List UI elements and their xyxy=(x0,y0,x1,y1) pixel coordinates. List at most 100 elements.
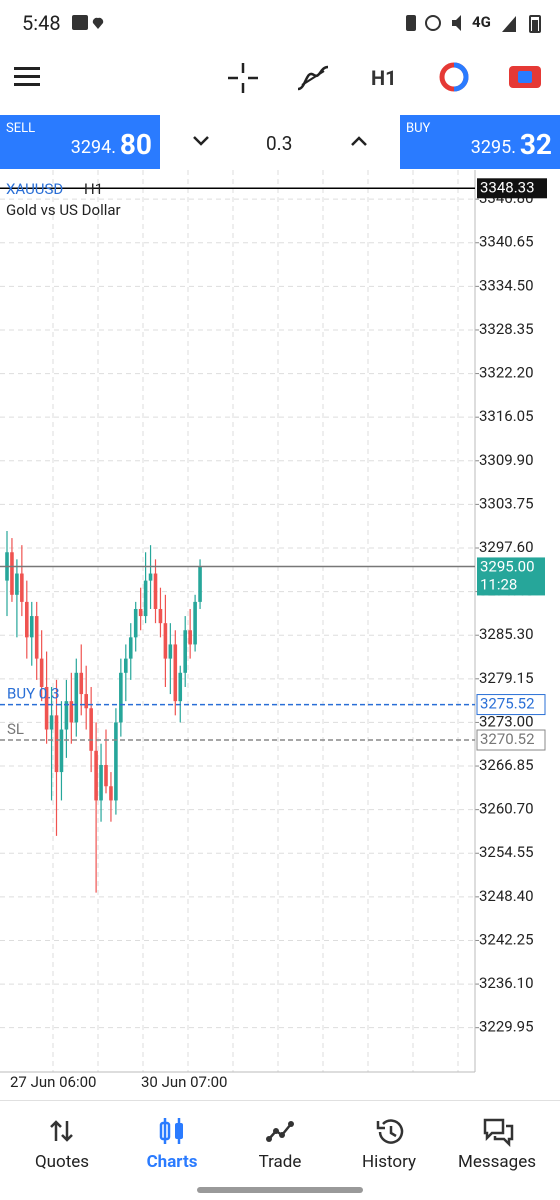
price-chart: 3346.803340.653334.503328.353322.203316.… xyxy=(0,170,560,1095)
nav-label: Trade xyxy=(258,1152,302,1172)
y-tick-label: 3285.30 xyxy=(479,625,534,643)
y-tick-label: 3309.90 xyxy=(479,451,534,469)
crosshair-button[interactable] xyxy=(228,63,258,93)
home-indicator xyxy=(197,1187,363,1193)
candle-body xyxy=(119,672,123,723)
y-tick-label: 3260.70 xyxy=(479,800,534,818)
candle-body xyxy=(64,701,69,730)
candle-body xyxy=(10,552,14,595)
y-tick-label: 3273.00 xyxy=(479,712,534,730)
signal-battery xyxy=(502,15,541,33)
timeframe: H1 xyxy=(84,180,103,198)
candle-body xyxy=(183,630,187,673)
candle-body xyxy=(34,616,39,659)
buy-button[interactable]: BUY 3295. 32 xyxy=(400,115,560,169)
sl-label: SL xyxy=(7,720,24,738)
candle-body xyxy=(148,573,153,581)
trade-button[interactable] xyxy=(438,61,470,93)
buy-price: 3295. xyxy=(470,137,516,158)
candle-body xyxy=(69,701,74,723)
nav-label: Quotes xyxy=(34,1152,90,1172)
nav-tab[interactable]: Charts xyxy=(116,1101,228,1186)
candle-body xyxy=(25,601,29,638)
candle-body xyxy=(124,658,128,673)
candle-body xyxy=(39,658,44,687)
candle-body xyxy=(128,637,133,659)
candle-body xyxy=(158,608,163,624)
account-button[interactable] xyxy=(508,63,542,91)
y-tick-label: 3303.75 xyxy=(479,494,534,512)
candle-body xyxy=(188,630,192,645)
candle-body xyxy=(168,644,173,659)
candle-body xyxy=(49,715,54,730)
y-tick-label: 3334.50 xyxy=(479,276,534,294)
symbol: XAUUSD xyxy=(6,180,63,198)
nav-label: History xyxy=(361,1152,417,1172)
description: Gold vs US Dollar xyxy=(6,201,121,219)
nav-label: Charts xyxy=(146,1152,198,1172)
y-tick-label: 3266.85 xyxy=(479,756,534,774)
candle-body xyxy=(143,580,148,617)
toolbar: H1 xyxy=(0,45,560,110)
candle-body xyxy=(15,573,19,595)
nav-tab[interactable]: Messages xyxy=(441,1101,553,1186)
y-tick-label: 3316.05 xyxy=(479,407,534,425)
bid-label: 3295.00 xyxy=(480,557,535,575)
sell-label: SELL xyxy=(6,121,36,136)
high-label-box xyxy=(477,178,547,199)
candle-body xyxy=(29,616,34,638)
y-tick-label: 3236.10 xyxy=(479,974,534,992)
candle-body xyxy=(138,608,143,617)
candle-body xyxy=(133,608,138,638)
indicators-button[interactable] xyxy=(296,63,330,93)
y-tick-label: 3297.60 xyxy=(479,538,534,556)
x-tick-label: 27 Jun 06:00 xyxy=(10,1073,96,1091)
timeframe-button[interactable]: H1 xyxy=(371,66,397,90)
candle-body xyxy=(20,573,24,602)
chart-background xyxy=(0,170,560,1095)
candle-body xyxy=(178,672,183,702)
candle-body xyxy=(104,764,108,787)
bid-label-box xyxy=(477,557,545,596)
volume: 0.3 xyxy=(266,132,293,155)
y-tick-label: 3322.20 xyxy=(479,364,534,382)
candle-body xyxy=(59,729,64,773)
candle-body xyxy=(74,672,79,723)
candle-body xyxy=(79,672,84,695)
position-price: 3275.52 xyxy=(480,695,535,713)
buy-price-big: 32 xyxy=(519,128,552,161)
sell-button[interactable]: SELL 3294. 80 xyxy=(0,115,160,169)
status-icons xyxy=(406,15,461,31)
nav-tab[interactable]: History xyxy=(333,1101,445,1186)
sl-label-box xyxy=(476,729,546,751)
buy-label: BUY xyxy=(406,121,431,136)
nav-tab[interactable]: Trade xyxy=(224,1101,336,1186)
position-label: BUY 0.3 xyxy=(7,685,60,703)
candle-body xyxy=(89,708,93,751)
candle-body xyxy=(173,644,178,702)
candle-body xyxy=(99,764,103,801)
candle-body xyxy=(114,722,118,801)
network: 4G xyxy=(472,13,491,31)
trade-panel: SELL 3294. 80 0.3 BUY 3295. 32 xyxy=(0,115,560,169)
y-tick-label: 3340.65 xyxy=(479,233,534,251)
candle-body xyxy=(109,786,113,801)
menu-button[interactable] xyxy=(14,65,42,89)
sl-price: 3270.52 xyxy=(480,730,535,748)
status-bar: 5:48 4G xyxy=(0,0,560,45)
y-tick-label: 3279.15 xyxy=(479,669,534,687)
nav-tab[interactable]: Quotes xyxy=(6,1101,118,1186)
position-label-box xyxy=(476,694,546,716)
candle-body xyxy=(193,601,197,645)
y-tick-label: 3254.55 xyxy=(479,843,534,861)
x-tick-label: 30 Jun 07:00 xyxy=(141,1073,227,1091)
y-tick-label: 3229.95 xyxy=(479,1018,534,1036)
candle-body xyxy=(153,573,158,609)
status-icons xyxy=(72,15,104,30)
volume-down[interactable] xyxy=(192,134,210,148)
volume-up[interactable] xyxy=(350,134,368,148)
clock: 5:48 xyxy=(22,11,61,35)
candle-body xyxy=(198,566,202,602)
candle-body xyxy=(54,715,59,773)
